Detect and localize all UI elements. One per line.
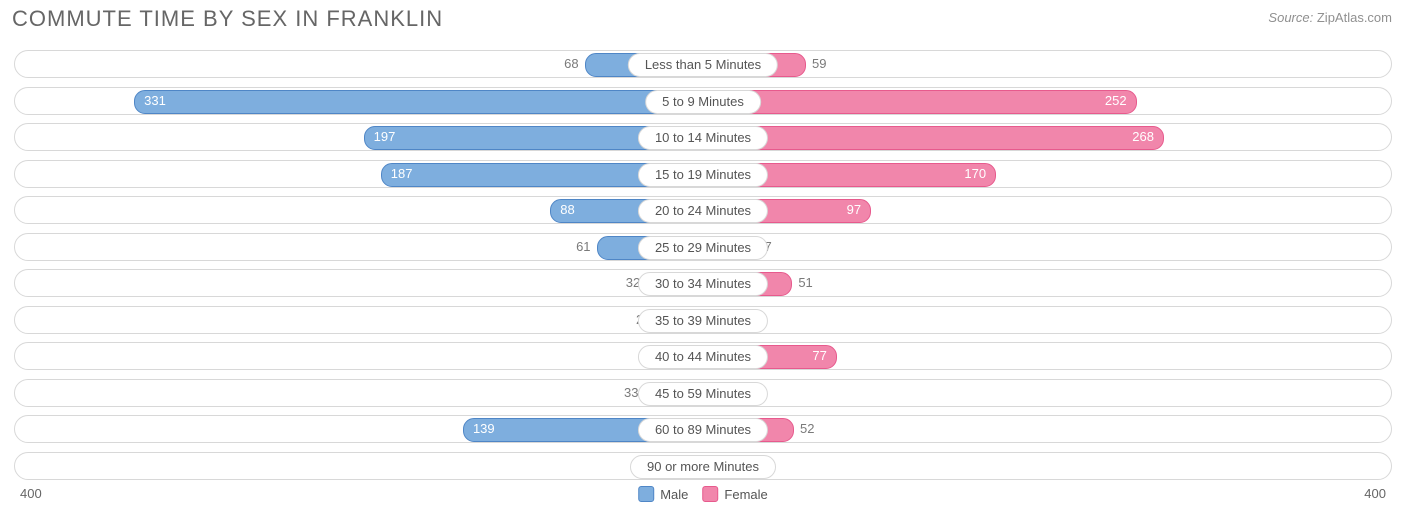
chart-row: 191090 or more Minutes [14, 452, 1392, 480]
row-label: 40 to 44 Minutes [638, 345, 768, 369]
male-value: 331 [136, 90, 174, 112]
source-label: Source: [1268, 10, 1313, 25]
male-half: 33 [18, 382, 703, 404]
legend-swatch-male [638, 486, 654, 502]
commute-chart: 68 59 Less than 5 Minutes 331 252 5 to 9 Minu… [14, 50, 1392, 506]
male-bar [134, 90, 703, 114]
male-half: 187 [18, 163, 703, 185]
male-half: 26 [18, 309, 703, 331]
chart-row: 32 51 30 to 34 Minutes [14, 269, 1392, 297]
chart-row: 61 2725 to 29 Minutes [14, 233, 1392, 261]
male-half: 88 [18, 199, 703, 221]
female-bar [703, 126, 1164, 150]
female-value: 170 [956, 163, 994, 185]
female-value: 51 [790, 272, 820, 294]
row-label: 15 to 19 Minutes [638, 163, 768, 187]
chart-title: COMMUTE TIME BY SEX IN FRANKLIN [12, 6, 443, 32]
female-half: 10 [703, 455, 1388, 477]
male-half: 10 [18, 345, 703, 367]
male-half: 197 [18, 126, 703, 148]
source-value: ZipAtlas.com [1317, 10, 1392, 25]
row-label: 90 or more Minutes [630, 455, 776, 479]
female-value: 59 [804, 53, 834, 75]
female-half: 51 [703, 272, 1388, 294]
male-half: 139 [18, 418, 703, 440]
male-half: 61 [18, 236, 703, 258]
male-value: 139 [465, 418, 503, 440]
female-half: 268 [703, 126, 1388, 148]
row-label: 25 to 29 Minutes [638, 236, 768, 260]
row-label: 45 to 59 Minutes [638, 382, 768, 406]
axis-row: 400 400 Male Female [14, 486, 1392, 506]
row-label: Less than 5 Minutes [628, 53, 778, 77]
legend-label-male: Male [660, 487, 688, 502]
female-bar [703, 90, 1137, 114]
female-half: 77 [703, 345, 1388, 367]
male-value: 88 [552, 199, 582, 221]
legend-label-female: Female [724, 487, 767, 502]
chart-row: 262235 to 39 Minutes [14, 306, 1392, 334]
male-half: 32 [18, 272, 703, 294]
axis-max-left: 400 [20, 486, 42, 501]
female-half: 52 [703, 418, 1388, 440]
male-value: 61 [568, 236, 598, 258]
female-half: 252 [703, 90, 1388, 112]
male-half: 68 [18, 53, 703, 75]
male-value: 187 [383, 163, 421, 185]
chart-row: 187 170 15 to 19 Minutes [14, 160, 1392, 188]
male-value: 68 [556, 53, 586, 75]
female-half: 59 [703, 53, 1388, 75]
chart-row: 33845 to 59 Minutes [14, 379, 1392, 407]
chart-row: 88 97 20 to 24 Minutes [14, 196, 1392, 224]
female-value: 252 [1097, 90, 1135, 112]
row-label: 5 to 9 Minutes [645, 90, 761, 114]
female-value: 52 [792, 418, 822, 440]
male-value: 197 [366, 126, 404, 148]
male-half: 331 [18, 90, 703, 112]
female-half: 22 [703, 309, 1388, 331]
row-label: 35 to 39 Minutes [638, 309, 768, 333]
chart-row: 331 252 5 to 9 Minutes [14, 87, 1392, 115]
female-half: 170 [703, 163, 1388, 185]
female-half: 8 [703, 382, 1388, 404]
axis-max-right: 400 [1364, 486, 1386, 501]
female-value: 268 [1124, 126, 1162, 148]
chart-row: 197 268 10 to 14 Minutes [14, 123, 1392, 151]
row-label: 10 to 14 Minutes [638, 126, 768, 150]
chart-row: 10 77 40 to 44 Minutes [14, 342, 1392, 370]
row-label: 30 to 34 Minutes [638, 272, 768, 296]
chart-row: 68 59 Less than 5 Minutes [14, 50, 1392, 78]
female-half: 97 [703, 199, 1388, 221]
female-half: 27 [703, 236, 1388, 258]
legend-swatch-female [702, 486, 718, 502]
chart-row: 139 52 60 to 89 Minutes [14, 415, 1392, 443]
female-value: 97 [839, 199, 869, 221]
row-label: 60 to 89 Minutes [638, 418, 768, 442]
female-value: 77 [804, 345, 834, 367]
legend: Male Female [638, 486, 768, 502]
row-label: 20 to 24 Minutes [638, 199, 768, 223]
source-attribution: Source: ZipAtlas.com [1268, 10, 1392, 25]
male-half: 19 [18, 455, 703, 477]
